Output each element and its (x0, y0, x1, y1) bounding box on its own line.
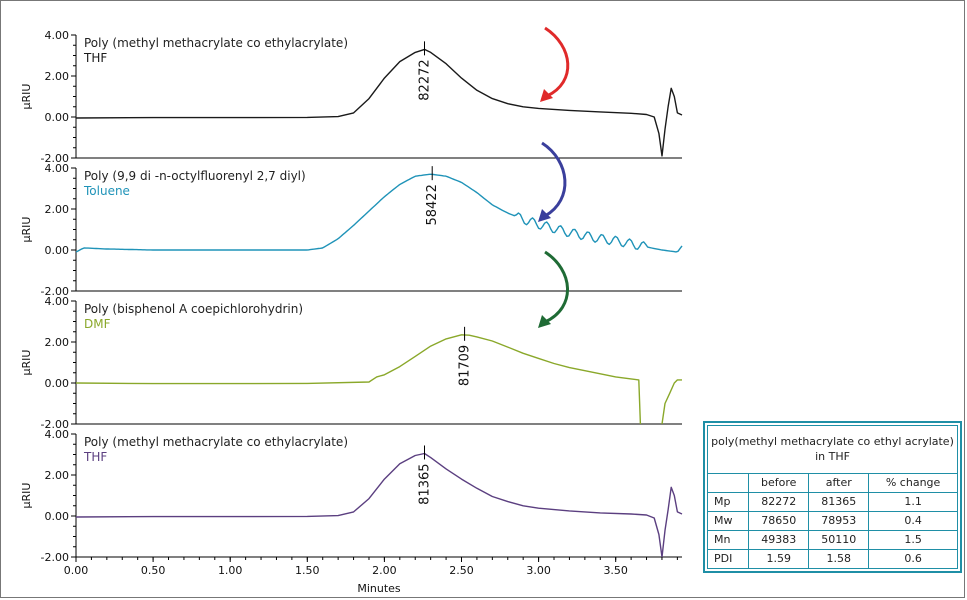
panel-solvent-label: THF (83, 450, 107, 464)
y-tick-label: 4.00 (45, 428, 70, 441)
table-row: Mn 49383 50110 1.5 (706, 529, 958, 550)
y-tick-label: 0.00 (45, 510, 70, 523)
panel-title: Poly (methyl methacrylate co ethylacryla… (84, 36, 348, 50)
series-line (76, 173, 683, 253)
x-tick-label: 3.50 (603, 564, 628, 577)
x-tick-label: 2.00 (372, 564, 397, 577)
panel-solvent-label: Toluene (83, 184, 130, 198)
x-tick-label: 0.50 (141, 564, 166, 577)
y-tick-label: 4.00 (45, 162, 70, 175)
peak-label: 82272 (417, 59, 432, 100)
peak-label: 81709 (458, 345, 473, 386)
table-col-header (706, 472, 750, 493)
summary-table: poly(methyl methacrylate co ethyl acryla… (703, 421, 962, 573)
table-col-header: % change (868, 472, 958, 493)
y-tick-label: 2.00 (45, 203, 70, 216)
panel-solvent-label: DMF (84, 317, 111, 331)
y-tick-label: 4.00 (45, 295, 70, 308)
peak-label: 81365 (417, 463, 432, 504)
y-tick-label: -2.00 (41, 418, 69, 431)
y-tick-label: 2.00 (45, 469, 70, 482)
y-axis-label: µRIU (20, 84, 33, 110)
table-cell: 50110 (808, 529, 870, 550)
table-row: Mw 78650 78953 0.4 (706, 510, 958, 531)
table-cell: 78953 (808, 510, 870, 531)
table-cell: 78650 (748, 510, 810, 531)
table-cell: 0.4 (868, 510, 958, 531)
table-cell: PDI (706, 548, 750, 570)
table-row: Mp 82272 81365 1.1 (706, 491, 958, 512)
blue-arrow (541, 141, 567, 218)
y-tick-label: 2.00 (45, 70, 70, 83)
table-cell: Mp (706, 491, 750, 512)
table-col-header: after (808, 472, 870, 493)
y-tick-label: 0.00 (45, 244, 70, 257)
series-line (76, 452, 683, 557)
table-row: PDI 1.59 1.58 0.6 (706, 548, 958, 570)
table-cell: Mn (706, 529, 750, 550)
panel-solvent-label: THF (83, 51, 107, 65)
red-arrow (544, 26, 570, 98)
table-header-row: before after % change (706, 472, 958, 493)
x-axis-label: Minutes (357, 582, 401, 595)
table-cell: 1.59 (748, 548, 810, 570)
table-subtitle: in THF (815, 450, 850, 464)
y-tick-label: -2.00 (41, 152, 69, 165)
table-cell: 1.5 (868, 529, 958, 550)
blue-arrow-head (538, 209, 551, 222)
x-tick-label: 0.00 (64, 564, 89, 577)
table-cell: 1.58 (808, 548, 870, 570)
x-tick-label: 1.50 (295, 564, 320, 577)
table-col-header: before (748, 472, 810, 493)
green-arrow (544, 250, 569, 324)
x-tick-label: 1.00 (218, 564, 243, 577)
x-tick-label: 2.50 (449, 564, 474, 577)
red-arrow-head (540, 89, 553, 102)
table-title: poly(methyl methacrylate co ethyl acryla… (711, 435, 954, 449)
table-cell: Mw (706, 510, 750, 531)
panel-title: Poly (9,9 di -n-octylfluorenyl 2,7 diyl) (84, 169, 306, 183)
y-tick-label: 0.00 (45, 111, 70, 124)
table-cell: 82272 (748, 491, 810, 512)
y-axis-label: µRIU (20, 483, 33, 509)
series-line (76, 334, 642, 424)
panel-title: Poly (methyl methacrylate co ethylacryla… (84, 435, 348, 449)
y-tick-label: -2.00 (41, 285, 69, 298)
table-cell: 1.1 (868, 491, 958, 512)
table-title-cell: poly(methyl methacrylate co ethyl acryla… (707, 425, 958, 474)
y-tick-label: 4.00 (45, 29, 70, 42)
panel-title: Poly (bisphenol A coepichlorohydrin) (84, 302, 303, 316)
green-arrow-head (538, 315, 551, 328)
series-line (76, 48, 683, 157)
y-axis-label: µRIU (20, 350, 33, 376)
series-line (661, 379, 682, 424)
y-tick-label: 0.00 (45, 377, 70, 390)
x-tick-label: 3.00 (526, 564, 551, 577)
y-axis-label: µRIU (20, 217, 33, 243)
y-tick-label: -2.00 (41, 551, 69, 564)
table-cell: 0.6 (868, 548, 958, 570)
peak-label: 58422 (425, 184, 440, 225)
table-cell: 81365 (808, 491, 870, 512)
y-tick-label: 2.00 (45, 336, 70, 349)
table-cell: 49383 (748, 529, 810, 550)
